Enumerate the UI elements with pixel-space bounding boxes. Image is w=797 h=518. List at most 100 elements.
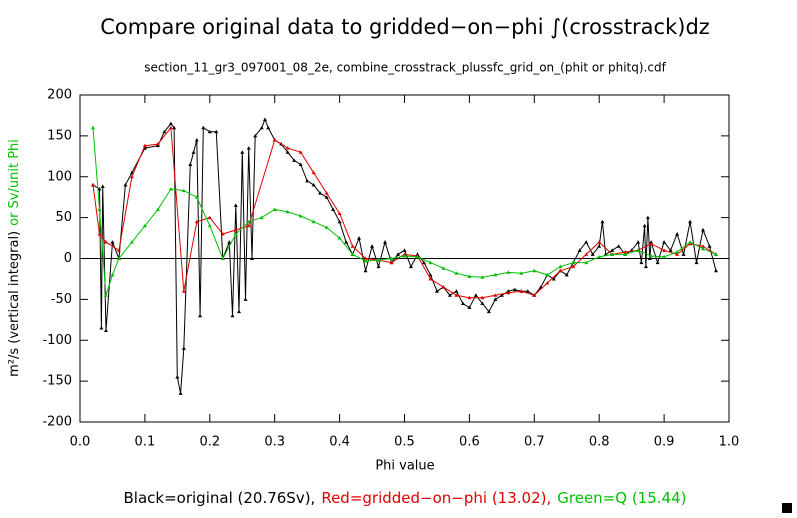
data-point [370, 244, 375, 248]
data-point [480, 301, 485, 305]
chart-title: Compare original data to gridded−on−phi … [100, 15, 710, 39]
data-point [558, 264, 563, 269]
data-point [116, 248, 121, 252]
data-point [246, 146, 251, 150]
data-point [421, 260, 426, 265]
data-point [123, 182, 128, 187]
data-point [675, 252, 680, 256]
legend-entry: Black=original (20.76Sv), [124, 489, 316, 507]
data-point [155, 207, 160, 211]
data-point [655, 260, 660, 265]
data-point [610, 248, 615, 252]
data-point [636, 248, 641, 252]
data-point [172, 125, 177, 130]
data-point [428, 272, 433, 277]
data-point [246, 223, 251, 228]
data-point [220, 231, 225, 236]
data-point [467, 295, 472, 300]
data-point [97, 231, 102, 236]
data-point [428, 276, 433, 281]
data-point [243, 297, 248, 301]
data-point [642, 223, 647, 228]
data-point [357, 236, 362, 240]
data-point [337, 236, 342, 240]
x-tick-label: 0.7 [524, 435, 545, 450]
data-point [175, 375, 180, 379]
data-point [259, 125, 264, 130]
data-point [532, 293, 537, 297]
x-tick-label: 0.9 [654, 435, 675, 450]
data-point [545, 272, 550, 277]
data-point [467, 274, 472, 278]
x-tick-label: 0.6 [459, 435, 480, 450]
data-point [662, 240, 667, 244]
data-point [701, 246, 706, 251]
data-point [645, 215, 650, 220]
data-point [227, 240, 232, 244]
data-point [597, 244, 602, 248]
data-point [249, 256, 254, 260]
data-point [155, 142, 160, 146]
data-point [90, 182, 95, 187]
data-point [600, 219, 605, 224]
data-point [237, 309, 242, 314]
data-point [142, 143, 147, 148]
data-point [350, 252, 355, 256]
data-point [363, 256, 368, 260]
data-point [383, 240, 388, 244]
y-tick-label: 50 [55, 210, 72, 225]
data-point [266, 125, 271, 130]
data-point [99, 325, 104, 330]
data-point [363, 268, 368, 273]
data-point [376, 264, 381, 269]
data-point [441, 266, 446, 270]
y-tick-label: -200 [42, 415, 72, 430]
data-point [649, 241, 654, 246]
data-point [454, 289, 459, 293]
data-point [376, 258, 381, 262]
data-point [493, 297, 498, 301]
x-tick-label: 1.0 [719, 435, 740, 450]
data-point [324, 195, 329, 199]
data-point [220, 256, 225, 260]
data-point [688, 219, 693, 224]
data-point [90, 125, 95, 130]
data-point [460, 301, 465, 305]
data-point [214, 129, 219, 134]
data-point [331, 207, 336, 211]
data-point [129, 240, 134, 244]
data-point [168, 125, 173, 130]
data-point [207, 223, 212, 228]
data-point [643, 264, 648, 269]
data-point [558, 268, 563, 273]
data-point [616, 244, 621, 248]
data-point [292, 158, 297, 162]
data-point [305, 178, 310, 183]
legend-entry: Green=Q (15.44) [557, 489, 686, 507]
data-point [344, 240, 349, 244]
data-point [525, 289, 530, 293]
data-point [178, 391, 183, 395]
data-point [639, 260, 644, 265]
x-tick-label: 0.8 [589, 435, 610, 450]
data-point [110, 272, 115, 277]
data-point [100, 184, 105, 189]
data-point [584, 260, 589, 265]
x-tick-label: 0.1 [135, 435, 156, 450]
x-tick-label: 0.2 [199, 435, 220, 450]
data-point [662, 248, 667, 252]
x-axis-title: Phi value [375, 459, 434, 474]
data-point [519, 271, 524, 275]
data-point [233, 203, 238, 207]
data-point [623, 252, 628, 256]
data-point [467, 305, 472, 310]
data-point [402, 248, 407, 252]
data-point [623, 249, 628, 254]
data-point [181, 188, 186, 193]
data-point [311, 219, 316, 224]
data-point [350, 244, 355, 248]
data-point [480, 275, 485, 279]
data-point [262, 117, 267, 122]
data-point [389, 260, 394, 265]
data-point [571, 260, 576, 265]
